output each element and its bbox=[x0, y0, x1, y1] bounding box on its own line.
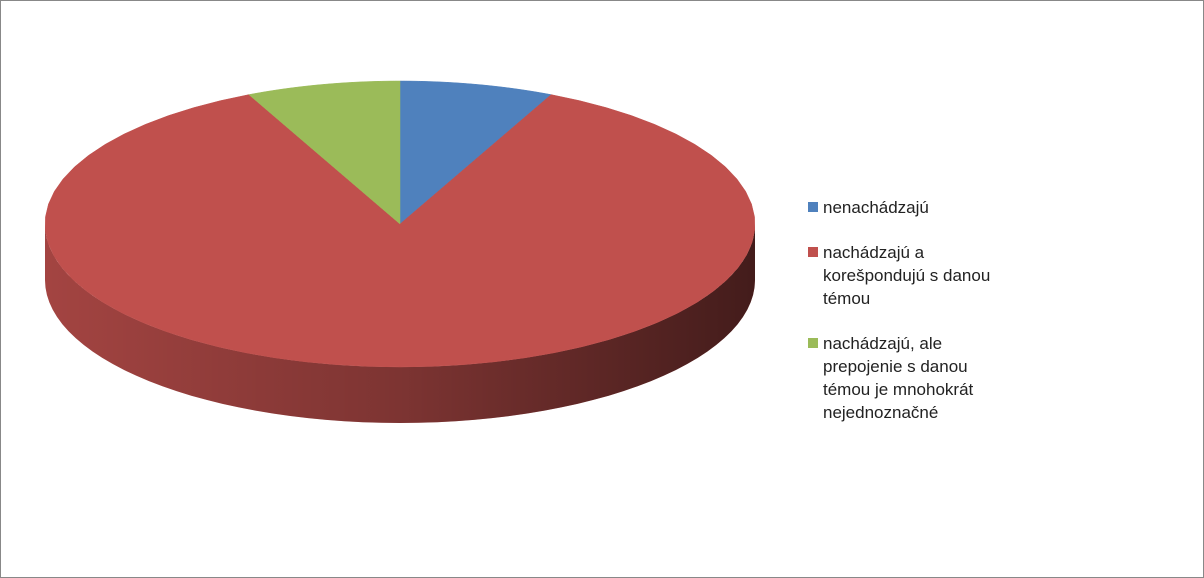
legend-swatch bbox=[808, 338, 818, 348]
legend-label: nenachádzajú bbox=[823, 198, 929, 217]
pie-slice bbox=[45, 94, 755, 368]
legend-label: nachádzajú a korešpondujú s danou témou bbox=[823, 243, 991, 308]
pie-slice bbox=[248, 80, 401, 225]
legend-item: nenachádzajú bbox=[808, 196, 1008, 219]
legend-swatch bbox=[808, 247, 818, 257]
legend: nenachádzajú nachádzajú a korešpondujú s … bbox=[808, 196, 1008, 446]
pie-side-shade bbox=[45, 224, 755, 423]
pie-slice bbox=[399, 80, 552, 225]
legend-label: nachádzajú, ale prepojenie s danou témou… bbox=[823, 334, 974, 422]
legend-item: nachádzajú a korešpondujú s danou témou bbox=[808, 241, 1008, 310]
legend-swatch bbox=[808, 202, 818, 212]
legend-item: nachádzajú, ale prepojenie s danou témou… bbox=[808, 332, 1008, 424]
